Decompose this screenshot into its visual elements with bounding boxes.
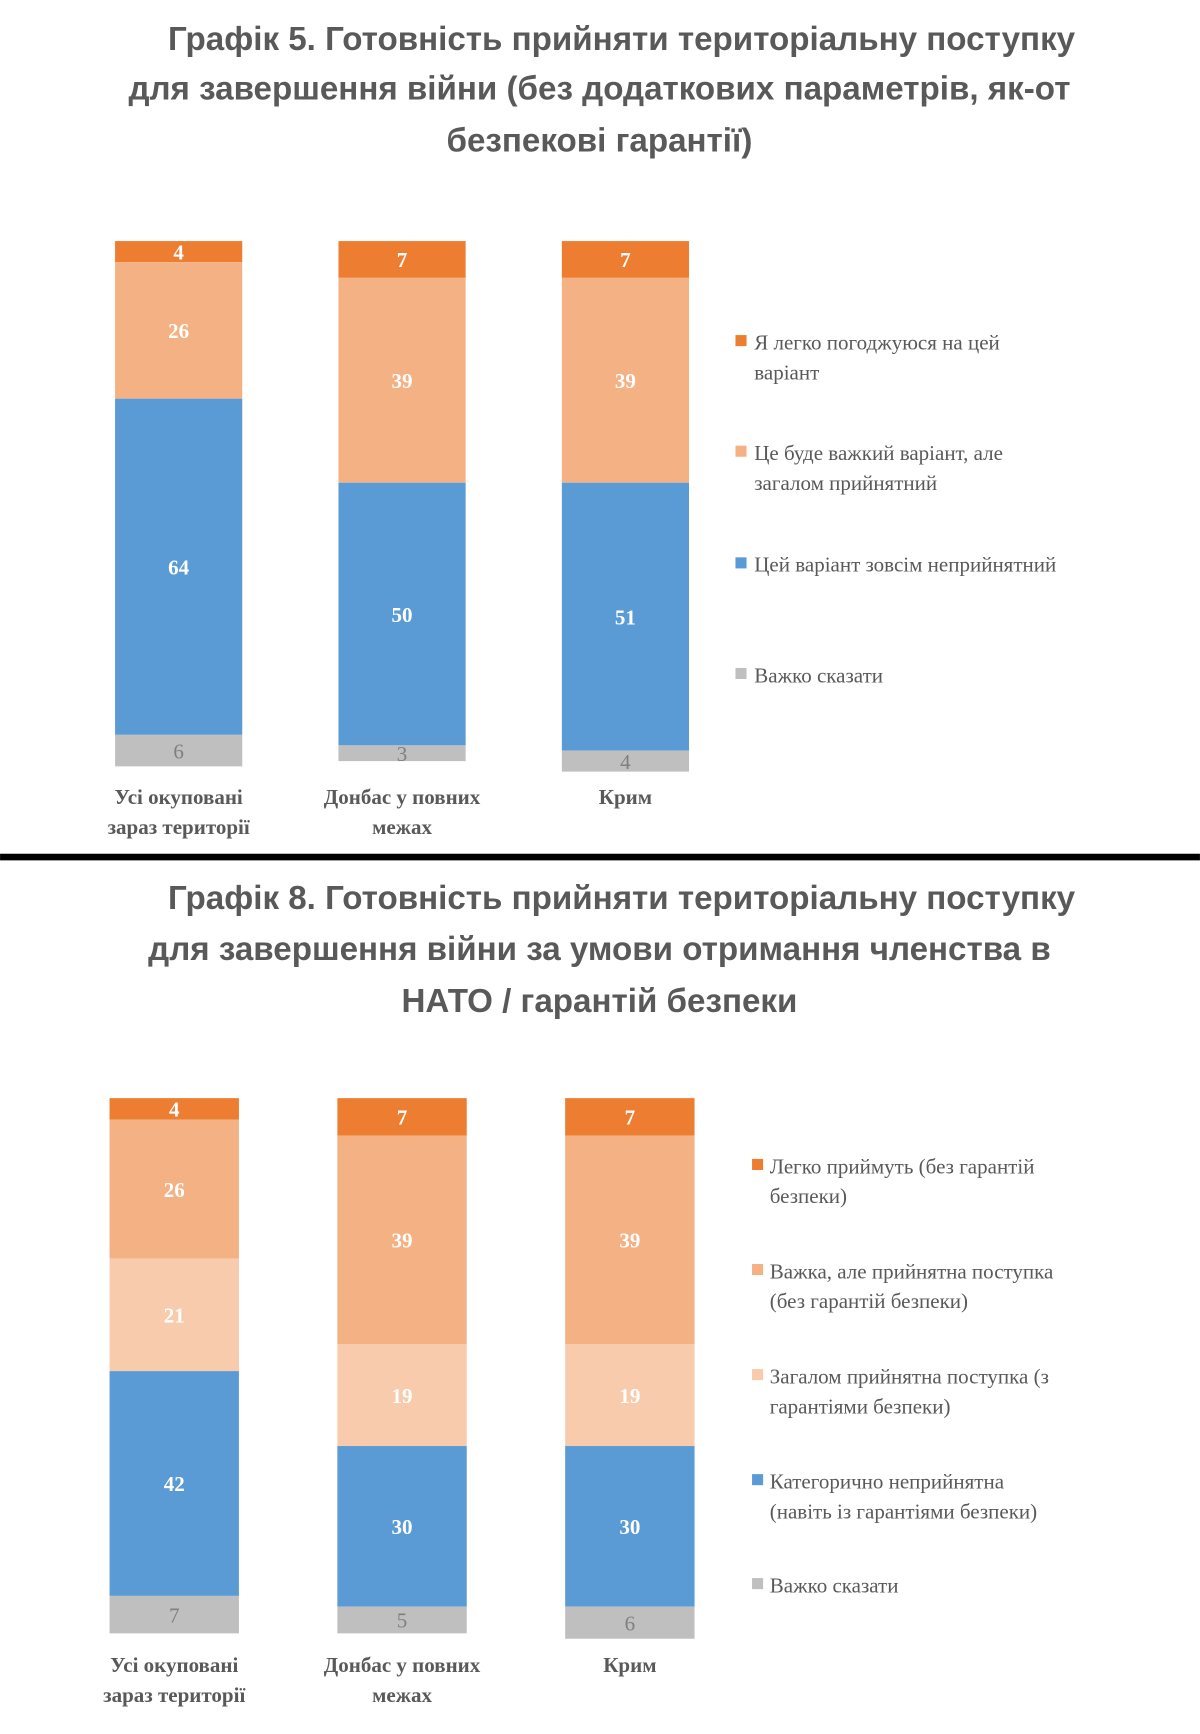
data-label: 7 [397,1106,408,1130]
bar-segment [561,482,690,751]
category-label: зараз території [108,815,250,839]
bar-segment [561,750,690,772]
category-label: Донбас у повних [324,1653,481,1677]
bar-segment [109,1098,239,1120]
data-label: 7 [169,1603,180,1627]
bar-segment [338,482,466,746]
legend-marker [735,667,747,680]
legend-label: загалом прийнятний [754,471,937,495]
chart-title: безпекові гарантії) [447,123,753,160]
bar-segment [565,1098,695,1136]
data-label: 7 [620,248,631,272]
bar-segment [337,1135,467,1345]
data-label: 4 [169,1098,180,1122]
data-label: 19 [392,1384,413,1408]
data-label: 64 [168,555,190,579]
bar-segment [338,241,466,278]
category-label: Донбас у повних [324,785,481,809]
legend-marker [752,1264,764,1276]
bar-segment [337,1446,467,1607]
category-label: Усі окуповані [115,785,243,809]
category-label: межах [372,815,432,839]
bar-segment [561,241,690,278]
data-label: 3 [397,742,408,766]
divider [0,853,1200,861]
chart-title: Графік 5. Готовність прийняти територіал… [168,21,1076,58]
data-label: 4 [173,240,184,264]
legend-label: гарантіями безпеки) [770,1394,951,1418]
bar-segment [561,277,690,483]
data-label: 5 [397,1609,408,1633]
legend-marker [752,1158,764,1171]
legend-label: (без гарантій безпеки) [770,1289,968,1313]
bar-segment [565,1135,695,1345]
legend-marker [735,557,747,569]
legend-label: Загалом прийнятна поступка (з [770,1364,1049,1388]
data-label: 39 [619,1229,640,1253]
bar-segment [338,277,466,483]
legend-label: Важко сказати [770,1573,899,1597]
legend-marker [752,1474,764,1486]
chart-title: для завершення війни (без додаткових пар… [128,71,1070,108]
data-label: 50 [392,603,413,627]
legend-label: Легко приймуть (без гарантій [770,1154,1035,1178]
category-label: зараз території [103,1683,245,1707]
legend-label: Я легко погоджуюся на цей [754,330,1000,354]
bar-segment [337,1606,467,1634]
category-label: Крим [603,1653,656,1677]
data-label: 26 [164,1178,185,1202]
legend-label: Цей варіант зовсім неприйнятний [754,553,1056,577]
category-label: Усі окуповані [110,1653,238,1677]
bar-segment [109,1258,239,1372]
data-label: 21 [164,1304,185,1328]
legend-label: Важка, але прийнятна поступка [770,1259,1054,1283]
data-label: 39 [392,1229,413,1253]
data-label: 19 [619,1384,640,1408]
legend-marker [735,445,747,457]
chart-title: Графік 8. Готовність прийняти територіал… [168,880,1076,917]
legend-marker [735,335,747,347]
legend-marker [752,1369,764,1381]
data-label: 39 [392,369,413,393]
legend-label: варіант [754,360,819,384]
legend-marker [752,1578,764,1590]
data-label: 7 [625,1106,636,1130]
data-label: 4 [620,750,631,774]
bar-segment [565,1344,695,1447]
legend-label: Категорично неприйнятна [770,1469,1005,1493]
bar-segment [565,1606,695,1639]
data-label: 39 [615,369,636,393]
category-label: Крим [599,785,652,809]
bar-segment [115,398,243,735]
data-label: 30 [392,1515,413,1539]
bar-segment [109,1119,239,1259]
legend-label: (навіть із гарантіями безпеки) [770,1499,1037,1523]
legend-label: Важко сказати [754,663,883,687]
chart-title: для завершення війни за умови отримання … [148,931,1051,968]
bar-segment [115,241,243,263]
chart-title: НАТО / гарантій безпеки [401,983,797,1020]
bar-segment [337,1344,467,1447]
data-label: 26 [168,319,189,343]
data-label: 30 [619,1515,640,1539]
data-label: 6 [173,739,184,763]
bar-segment [565,1446,695,1607]
data-label: 51 [615,605,636,629]
category-label: межах [372,1683,432,1707]
bar-segment [338,745,466,762]
bar-segment [109,1371,239,1596]
bar-segment [337,1098,467,1136]
bar-segment [109,1595,239,1634]
bar-segment [115,262,243,399]
data-label: 42 [164,1472,185,1496]
data-label: 6 [625,1611,636,1635]
legend-label: безпеки) [770,1184,847,1208]
bar-segment [115,734,243,767]
data-label: 7 [397,248,408,272]
legend-label: Це буде важкий варіант, але [754,441,1003,465]
